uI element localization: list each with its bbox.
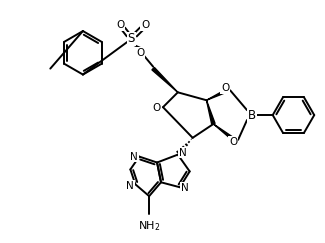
Text: N: N [181,183,188,193]
Text: B: B [248,109,256,122]
Text: N: N [179,148,187,158]
Text: O: O [221,83,229,93]
Text: O: O [229,137,237,147]
Text: O: O [116,20,124,30]
Polygon shape [214,124,235,141]
Text: N: N [126,181,134,191]
Polygon shape [206,100,215,124]
Text: O: O [141,20,149,30]
Text: O: O [152,103,160,113]
Text: O: O [136,48,144,58]
Text: N: N [130,152,138,162]
Polygon shape [152,67,178,92]
Text: NH$_2$: NH$_2$ [138,219,161,233]
Polygon shape [206,89,228,100]
Text: S: S [128,33,135,45]
